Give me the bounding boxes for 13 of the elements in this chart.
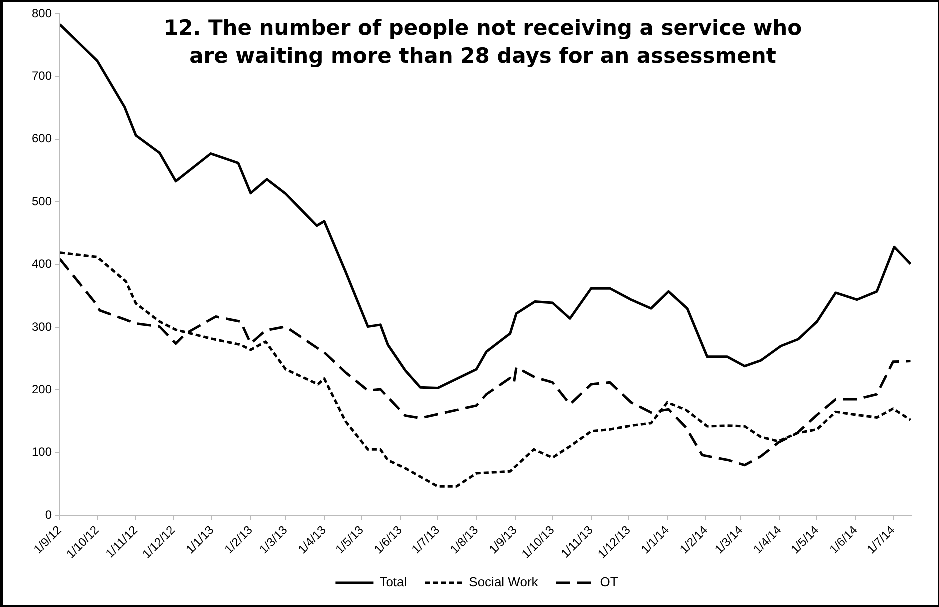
y-tick-label: 300 <box>32 320 52 334</box>
y-tick-label: 500 <box>32 194 52 208</box>
y-tick-label: 700 <box>32 69 52 83</box>
legend-label: OT <box>600 574 618 590</box>
text: 12. The number of people not receiving a service who are waiting more than 28 days for an assessment <box>163 15 803 70</box>
y-tick-label: 600 <box>32 132 52 146</box>
legend-label: Total <box>380 574 408 590</box>
y-tick-label: 100 <box>32 445 52 460</box>
y-tick-label: 800 <box>32 6 52 20</box>
y-tick-label: 400 <box>32 257 52 272</box>
y-tick-label: 200 <box>32 382 52 396</box>
y-tick-label: 0 <box>45 508 52 522</box>
legend-label: Social Work <box>469 574 539 590</box>
